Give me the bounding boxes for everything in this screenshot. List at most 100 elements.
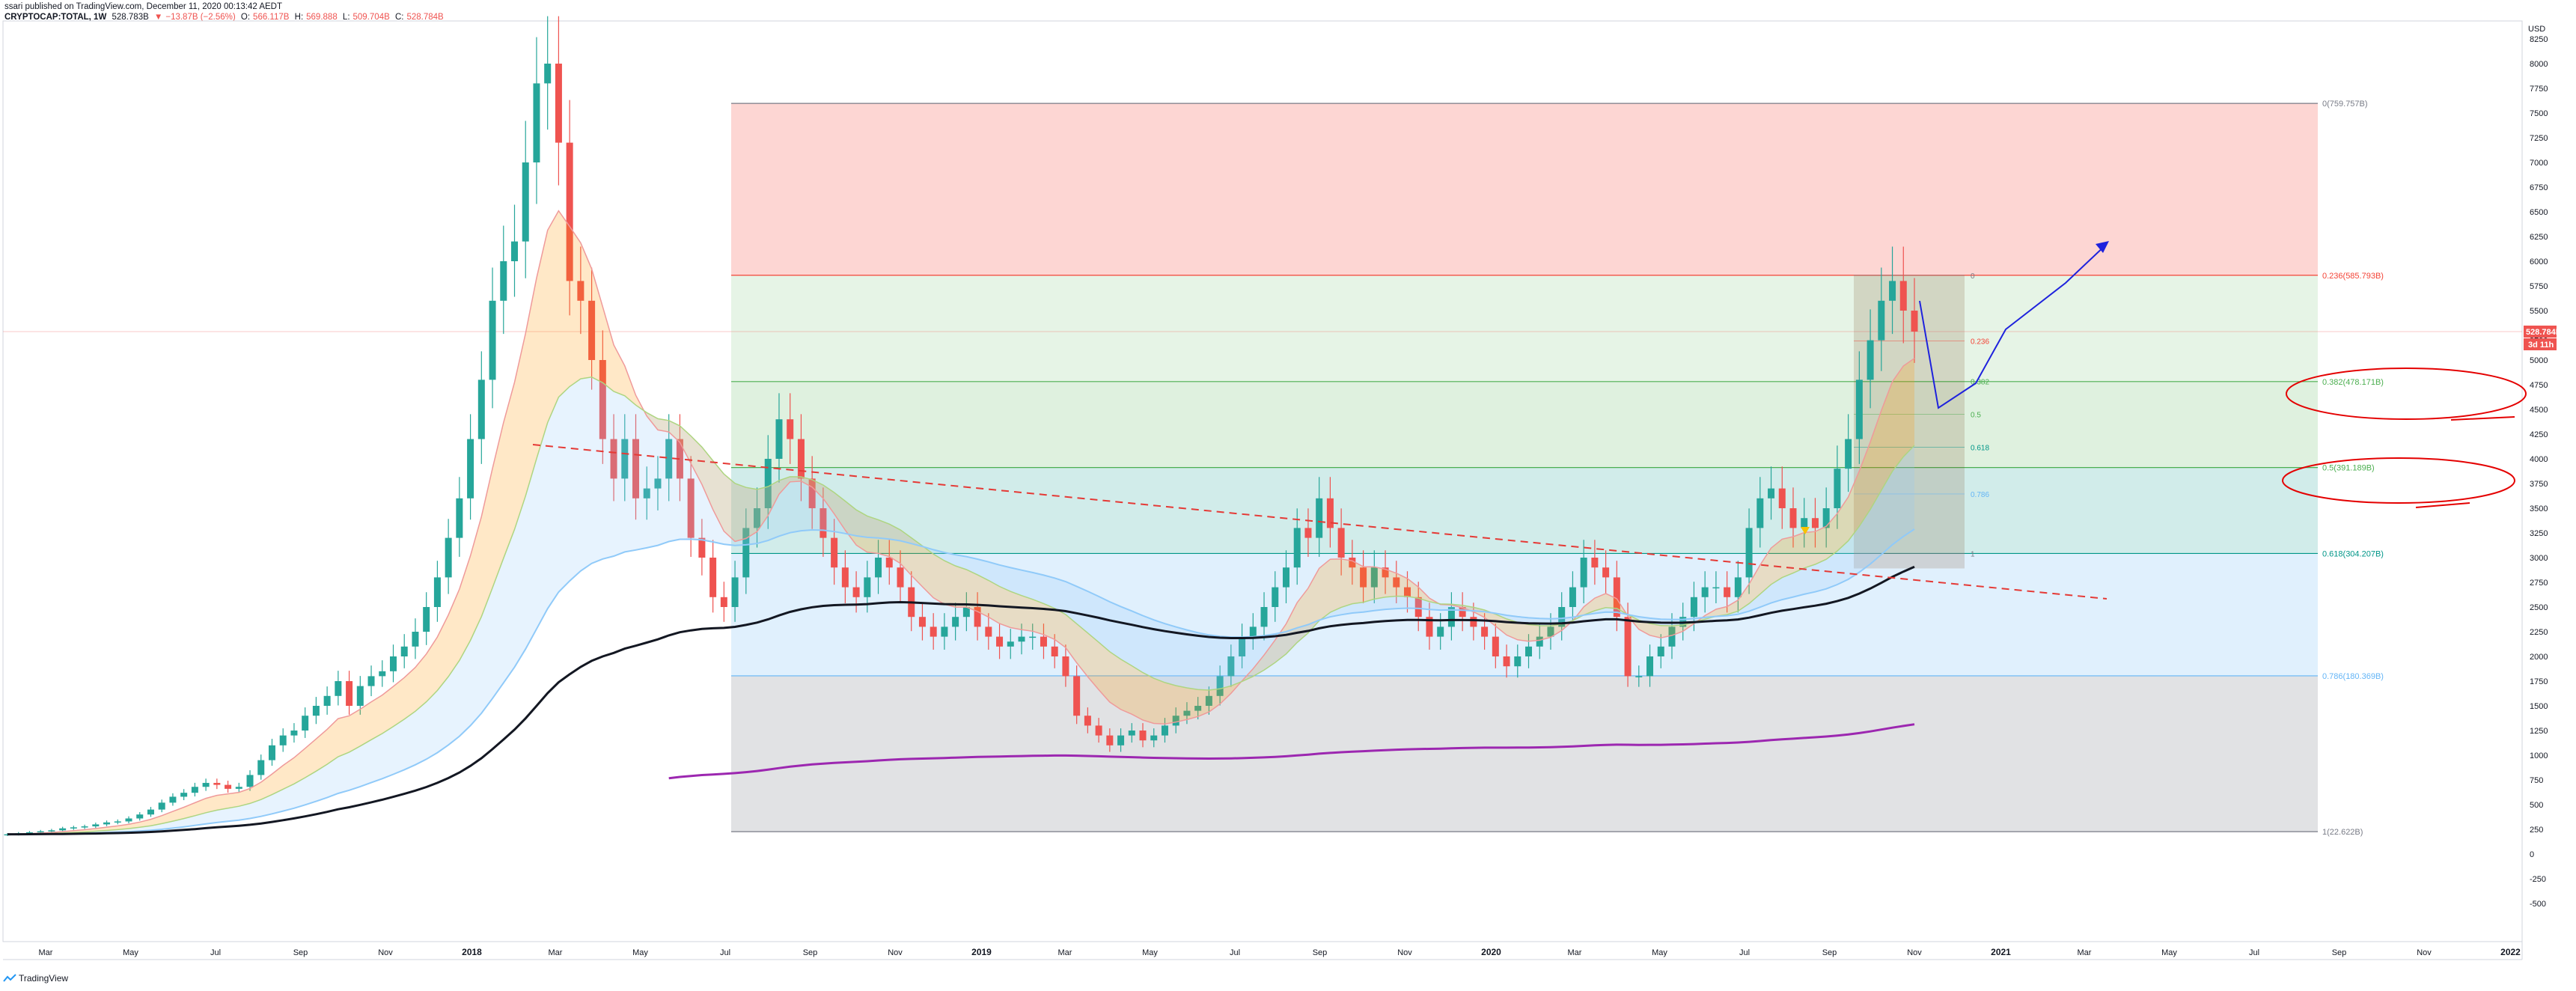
- candle-body: [114, 821, 121, 823]
- candle-body: [941, 626, 948, 637]
- price-tick-label: 6500: [2530, 208, 2548, 217]
- candle-body: [1646, 656, 1654, 677]
- candle-body: [698, 537, 706, 558]
- candle-body: [522, 162, 529, 242]
- fib-level-label: 0.786(180.369B): [2322, 672, 2384, 681]
- candle-body: [1768, 488, 1775, 498]
- candle-body: [962, 607, 970, 618]
- low-label: L:: [342, 13, 350, 22]
- candle-body: [1216, 676, 1224, 696]
- candle-body: [742, 528, 750, 578]
- candle-body: [1239, 636, 1246, 656]
- price-tick-label: 4250: [2530, 430, 2548, 439]
- time-tick-label: Jul: [2249, 948, 2259, 957]
- projection-arrow-icon: [2096, 241, 2109, 253]
- candle-body: [1349, 558, 1356, 568]
- signal-marker-icon: [1801, 527, 1810, 534]
- candle-body: [1337, 528, 1345, 558]
- candle-body: [1668, 626, 1676, 647]
- candle-body: [323, 695, 331, 706]
- inner-fib-label: 0.618: [1971, 444, 1989, 452]
- candle-body: [709, 558, 717, 597]
- candle-body: [1382, 567, 1389, 578]
- candle-body: [169, 796, 177, 803]
- candle-body: [1789, 508, 1797, 528]
- fib-level-label: 0.236(585.793B): [2322, 272, 2384, 281]
- price-tick-label: 0: [2530, 850, 2534, 859]
- candle-body: [225, 784, 232, 789]
- ema-8-line: [7, 210, 1915, 835]
- change-value: −13.87B (−2.56%): [165, 13, 236, 22]
- candle-body: [1459, 607, 1466, 618]
- candle-body: [1040, 636, 1047, 647]
- low-value: 509.704B: [352, 13, 390, 22]
- candle-body: [1316, 498, 1323, 538]
- price-tick-label: 1750: [2530, 677, 2548, 686]
- fib-zone: [731, 275, 2318, 382]
- time-tick-label: 2020: [1481, 947, 1501, 957]
- countdown-text: 3d 11h: [2528, 341, 2554, 350]
- candle-body: [1580, 558, 1587, 588]
- open-value: 566.117B: [253, 13, 290, 22]
- price-tick-label: 2750: [2530, 579, 2548, 588]
- tradingview-footer[interactable]: TradingView: [3, 972, 68, 984]
- fib-zone: [731, 467, 2318, 554]
- candle-body: [831, 537, 838, 568]
- time-tick-label: Sep: [1313, 948, 1328, 957]
- price-tick-label: 8250: [2530, 35, 2548, 44]
- candle-body: [1811, 518, 1819, 528]
- time-tick-label: Nov: [378, 948, 393, 957]
- fib-level-label: 0(759.757B): [2322, 100, 2368, 109]
- symbol-label[interactable]: CRYPTOCAP:TOTAL, 1W: [4, 13, 107, 22]
- candle-body: [1834, 469, 1841, 508]
- annotation-ellipse-upper: [2286, 368, 2527, 420]
- candle-body: [1227, 656, 1235, 677]
- price-tick-label: 6250: [2530, 233, 2548, 242]
- candle-body: [511, 241, 519, 261]
- price-tick-label: 3000: [2530, 554, 2548, 563]
- candle-body: [754, 508, 761, 528]
- candle-body: [25, 832, 33, 834]
- candle-body: [59, 828, 67, 831]
- price-tick-label: 5000: [2530, 356, 2548, 365]
- candle-body: [1624, 617, 1632, 677]
- time-tick-label: Sep: [803, 948, 818, 957]
- candle-body: [1899, 281, 1907, 311]
- open-label: O:: [240, 13, 251, 22]
- candle-body: [70, 827, 77, 829]
- candle-body: [797, 439, 805, 479]
- candle-body: [1591, 558, 1599, 568]
- inner-fib-label: 0.236: [1971, 338, 1989, 346]
- price-tick-label: 750: [2530, 776, 2543, 785]
- candle-body: [1547, 626, 1554, 637]
- price-tick-label: 1500: [2530, 702, 2548, 711]
- time-tick-label: Sep: [293, 948, 308, 957]
- candle-body: [412, 632, 419, 647]
- candle-body: [235, 787, 242, 789]
- candle-body: [1845, 439, 1852, 469]
- candle-body: [1018, 636, 1025, 642]
- candle-body: [356, 686, 364, 706]
- fib-zone: [731, 381, 2318, 468]
- time-tick-label: Nov: [1397, 948, 1412, 957]
- candle-body: [158, 802, 165, 810]
- candle-body: [1745, 528, 1753, 578]
- candle-body: [500, 261, 507, 301]
- candle-body: [775, 419, 783, 459]
- candle-body: [379, 671, 386, 677]
- candle-body: [930, 626, 937, 637]
- candle-body: [1183, 710, 1191, 716]
- candle-body: [1117, 735, 1125, 745]
- candle-body: [566, 142, 573, 281]
- candle-body: [1370, 567, 1378, 588]
- price-tick-label: 7000: [2530, 159, 2548, 168]
- candle-body: [1029, 636, 1037, 638]
- time-tick-label: Mar: [39, 948, 53, 957]
- ohlc-legend: CRYPTOCAP:TOTAL, 1W 528.783B ▼ −13.87B (−…: [4, 12, 447, 22]
- candle-body: [467, 439, 474, 498]
- candle-body: [621, 439, 629, 479]
- candle-body: [1492, 636, 1499, 656]
- candle-body: [1801, 518, 1808, 528]
- candle-body: [764, 459, 772, 508]
